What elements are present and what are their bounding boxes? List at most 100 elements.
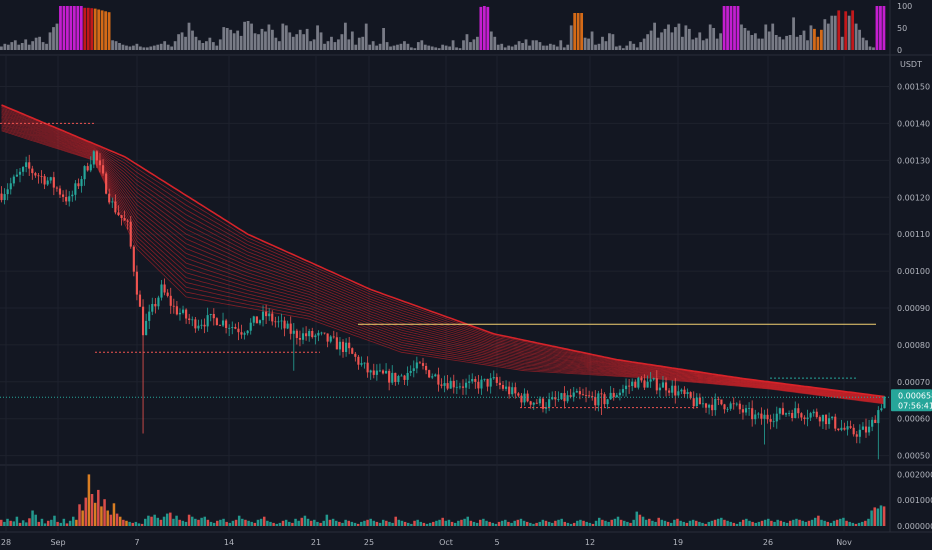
- volume-bar: [256, 519, 260, 526]
- volume-bar: [767, 518, 770, 526]
- candle-body: [812, 411, 815, 414]
- candle-body: [541, 398, 545, 409]
- candle-body: [821, 414, 825, 422]
- oscillator-bar: [555, 46, 559, 50]
- volume-bar: [860, 521, 864, 526]
- candle-body: [729, 403, 732, 409]
- price-tick-label: 0.00140: [897, 119, 930, 128]
- oscillator-bar: [215, 45, 219, 50]
- volume-panel[interactable]: [0, 474, 886, 526]
- candle-body: [135, 271, 138, 295]
- candle-body: [748, 408, 751, 409]
- volume-bar: [798, 519, 801, 526]
- volume-bar: [187, 514, 191, 526]
- volume-bar: [125, 520, 128, 526]
- volume-bar: [385, 520, 388, 526]
- time-tick-label: 14: [224, 538, 234, 547]
- volume-bar: [356, 523, 360, 526]
- price-panel-candles[interactable]: [0, 150, 886, 460]
- candle-body: [409, 371, 412, 373]
- candle-body: [871, 419, 874, 427]
- candle-body: [714, 398, 717, 411]
- volume-bar: [704, 523, 707, 526]
- oscillator-bar: [503, 47, 507, 50]
- volume-bar: [738, 521, 742, 526]
- volume-bar: [779, 520, 783, 526]
- volume-bar: [269, 521, 272, 526]
- time-tick-label: Sep: [50, 538, 65, 547]
- oscillator-bar: [257, 34, 260, 50]
- volume-bar: [247, 520, 250, 526]
- oscillator-bar: [243, 21, 246, 50]
- candle-body: [421, 363, 425, 366]
- candle-body: [514, 387, 517, 394]
- oscillator-bar: [458, 48, 462, 50]
- volume-bar: [485, 520, 488, 526]
- volume-bar: [635, 511, 639, 526]
- candle-body: [634, 381, 637, 388]
- volume-bar: [864, 520, 867, 526]
- oscillator-bar: [145, 47, 149, 50]
- candle-body: [126, 220, 129, 222]
- oscillator-panel[interactable]: [0, 6, 886, 51]
- volume-bar: [522, 520, 526, 526]
- candle-body: [498, 382, 501, 385]
- volume-bar: [209, 521, 213, 526]
- candle-body: [326, 333, 329, 342]
- candle-body: [781, 408, 785, 415]
- volume-bar: [648, 518, 651, 526]
- volume-bar: [432, 521, 435, 526]
- oscillator-bar: [788, 35, 792, 50]
- candle-body: [504, 386, 508, 389]
- candle-body: [40, 176, 43, 177]
- oscillator-bar: [479, 6, 483, 50]
- volume-bar: [115, 513, 119, 526]
- candle-body: [203, 324, 206, 327]
- volume-bar: [457, 520, 460, 526]
- candle-body: [363, 362, 366, 364]
- volume-bar: [12, 521, 16, 526]
- candle-body: [834, 416, 837, 429]
- candle-body: [335, 337, 338, 350]
- oscillator-bar: [729, 6, 733, 50]
- volume-bar: [854, 523, 858, 526]
- volume-bar: [84, 497, 88, 526]
- oscillator-bar: [420, 40, 424, 50]
- candle-body: [308, 331, 311, 337]
- candle-body: [615, 395, 618, 398]
- oscillator-bar: [712, 28, 716, 50]
- candle-body: [797, 408, 800, 414]
- volume-bar: [388, 521, 391, 526]
- volume-bar: [131, 522, 134, 526]
- oscillator-bar: [403, 41, 406, 50]
- candle-body: [31, 168, 34, 174]
- volume-bar: [870, 510, 873, 526]
- volume-bar: [410, 523, 413, 526]
- oscillator-bar: [396, 44, 399, 50]
- oscillator-bar: [781, 39, 785, 50]
- candle-body: [775, 413, 778, 422]
- oscillator-bar: [663, 28, 667, 50]
- volume-bar: [710, 520, 714, 526]
- candle-body: [769, 419, 772, 422]
- volume-bar: [316, 521, 319, 526]
- volume-bar: [313, 519, 316, 526]
- volume-bar: [53, 515, 56, 526]
- oscillator-bar: [437, 48, 441, 50]
- candle-body: [751, 408, 754, 420]
- oscillator-bar: [486, 6, 490, 50]
- candle-body: [228, 327, 231, 329]
- candle-body: [218, 325, 222, 326]
- oscillator-tick-label: 0: [897, 46, 902, 55]
- volume-bar: [222, 518, 225, 526]
- oscillator-bar: [229, 29, 233, 50]
- candle-body: [517, 393, 520, 396]
- candle-body: [360, 363, 363, 365]
- oscillator-bar: [535, 40, 538, 50]
- volume-bar: [172, 518, 175, 526]
- oscillator-bar: [354, 44, 358, 50]
- oscillator-bar: [330, 36, 333, 50]
- volume-bar: [735, 523, 739, 526]
- price-tick-label: 0.00050: [897, 452, 930, 461]
